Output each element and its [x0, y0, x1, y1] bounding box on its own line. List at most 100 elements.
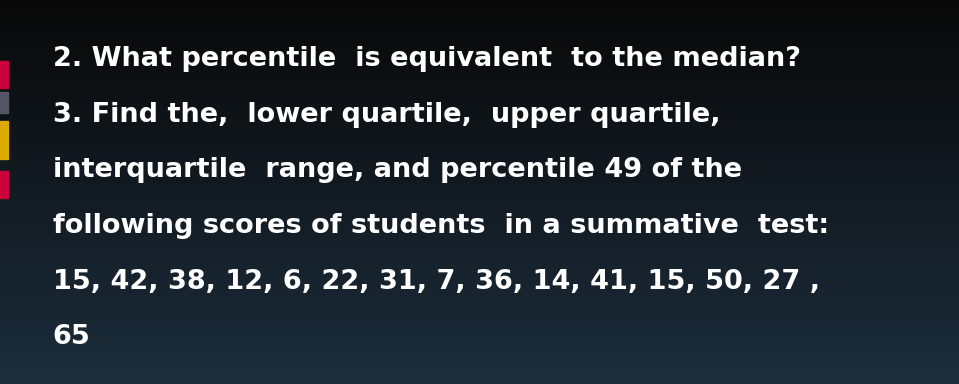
Bar	[0, 371, 959, 372]
Bar	[0, 169, 959, 171]
Bar	[0, 280, 959, 282]
Bar	[0, 263, 959, 265]
Bar	[0, 365, 959, 367]
Bar	[0, 234, 959, 236]
Bar	[0, 198, 959, 200]
Bar	[0, 56, 959, 58]
Bar	[0, 261, 959, 263]
Bar	[0, 338, 959, 340]
Bar	[0, 79, 959, 81]
Bar	[0, 10, 959, 12]
Bar	[0, 25, 959, 27]
Bar	[0, 109, 959, 111]
Bar	[0, 13, 959, 15]
Bar	[0, 0, 959, 2]
Bar	[0, 313, 959, 315]
Bar	[0, 367, 959, 369]
Bar	[0, 225, 959, 227]
Bar	[0, 140, 959, 142]
Bar	[0, 21, 959, 23]
Bar	[0, 50, 959, 52]
Bar	[0, 150, 959, 152]
Bar	[0, 319, 959, 321]
Bar	[0, 294, 959, 296]
Bar	[0, 215, 959, 217]
Bar	[0, 142, 959, 144]
Bar	[0, 46, 959, 48]
Bar	[0, 152, 959, 154]
Bar	[0, 194, 959, 196]
Bar	[0, 357, 959, 359]
Bar	[0, 380, 959, 382]
Bar	[0, 372, 959, 374]
Bar	[0, 146, 959, 148]
Bar	[0, 12, 959, 13]
Bar	[0, 67, 959, 69]
Bar	[0, 161, 959, 163]
Bar	[0, 278, 959, 280]
Bar	[0, 94, 959, 96]
Bar	[0, 75, 959, 77]
Bar	[0, 276, 959, 278]
Bar	[0, 282, 959, 284]
Bar	[0, 309, 959, 311]
Bar	[0, 361, 959, 363]
Bar	[0, 209, 959, 211]
Bar	[0, 376, 959, 378]
Bar	[0, 207, 959, 209]
Bar	[0, 317, 959, 319]
Bar	[0, 336, 959, 338]
Bar	[0, 192, 959, 194]
Bar	[0, 213, 959, 215]
Bar	[0, 86, 959, 88]
Bar	[0, 344, 959, 346]
Bar	[0, 100, 959, 102]
Bar	[0, 108, 959, 109]
Bar	[0, 40, 959, 42]
Bar	[0, 182, 959, 184]
Bar	[0, 232, 959, 234]
Bar	[0, 84, 959, 86]
Bar	[0, 73, 959, 75]
Bar	[0, 190, 959, 192]
Bar	[0, 298, 959, 300]
Bar	[0, 65, 959, 67]
Bar	[0, 275, 959, 276]
Bar	[0, 125, 959, 127]
Text: 15, 42, 38, 12, 6, 22, 31, 7, 36, 14, 41, 15, 50, 27 ,: 15, 42, 38, 12, 6, 22, 31, 7, 36, 14, 41…	[53, 269, 820, 295]
Bar	[0, 69, 959, 71]
Bar	[0, 186, 959, 188]
Bar	[0, 123, 959, 125]
Bar	[0, 259, 959, 261]
Bar	[0, 63, 959, 65]
Bar	[0, 121, 8, 159]
Bar	[0, 303, 959, 305]
Bar	[0, 323, 959, 324]
Bar	[0, 58, 959, 60]
Bar	[0, 273, 959, 275]
Bar	[0, 27, 959, 29]
Bar	[0, 180, 959, 182]
Bar	[0, 242, 959, 244]
Bar	[0, 219, 959, 221]
Bar	[0, 35, 959, 36]
Bar	[0, 29, 959, 31]
Bar	[0, 90, 959, 92]
Bar	[0, 292, 959, 294]
Bar	[0, 267, 959, 269]
Bar	[0, 96, 959, 98]
Bar	[0, 359, 959, 361]
Bar	[0, 129, 959, 131]
Bar	[0, 42, 959, 44]
Bar	[0, 148, 959, 150]
Bar	[0, 184, 959, 186]
Bar	[0, 52, 959, 54]
Bar	[0, 246, 959, 248]
Bar	[0, 165, 959, 167]
Bar	[0, 23, 959, 25]
Bar	[0, 173, 959, 175]
Bar	[0, 163, 959, 165]
Bar	[0, 138, 959, 140]
Bar	[0, 288, 959, 290]
Bar	[0, 156, 959, 157]
